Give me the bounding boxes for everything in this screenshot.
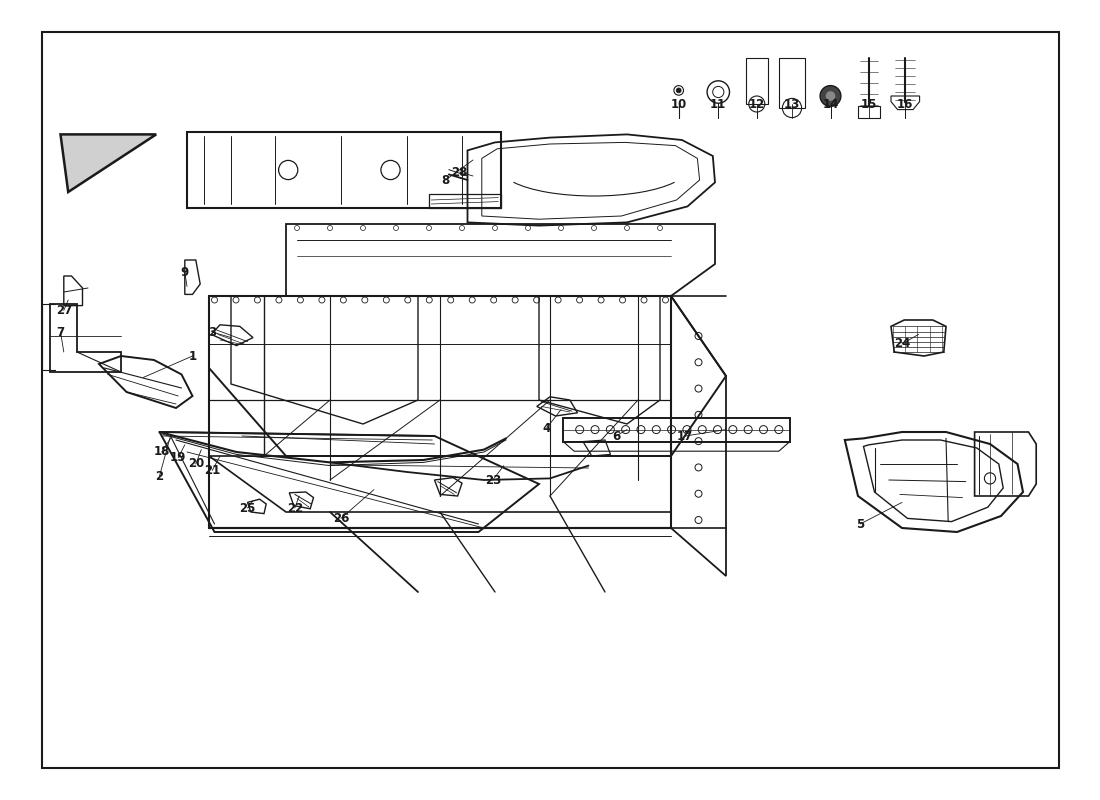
Text: 27: 27: [56, 304, 72, 317]
Circle shape: [676, 88, 681, 93]
Polygon shape: [60, 134, 156, 192]
Text: 11: 11: [711, 98, 726, 110]
Text: 16: 16: [898, 98, 913, 110]
Text: 1: 1: [188, 350, 197, 362]
Text: 10: 10: [671, 98, 686, 110]
Text: 26: 26: [333, 512, 349, 525]
Text: 15: 15: [861, 98, 877, 110]
Circle shape: [826, 91, 835, 101]
Text: 19: 19: [170, 451, 186, 464]
Text: 3: 3: [208, 326, 217, 338]
Text: 6: 6: [612, 430, 620, 442]
Text: 4: 4: [542, 422, 551, 434]
Text: 24: 24: [894, 338, 910, 350]
Text: 13: 13: [784, 98, 800, 110]
Text: 20: 20: [188, 458, 204, 470]
Text: 7: 7: [56, 326, 65, 338]
Text: 12: 12: [749, 98, 764, 110]
Circle shape: [821, 86, 840, 106]
Text: 5: 5: [856, 518, 865, 530]
Text: 8: 8: [441, 174, 450, 186]
Text: 21: 21: [205, 464, 220, 477]
Text: 2: 2: [155, 470, 164, 482]
Text: 22: 22: [287, 502, 303, 514]
Text: 25: 25: [240, 502, 255, 514]
Text: 28: 28: [452, 166, 468, 178]
Text: 9: 9: [180, 266, 189, 278]
Text: 23: 23: [485, 474, 501, 486]
Text: 18: 18: [154, 446, 169, 458]
Text: 14: 14: [823, 98, 838, 110]
Text: 17: 17: [678, 430, 693, 442]
